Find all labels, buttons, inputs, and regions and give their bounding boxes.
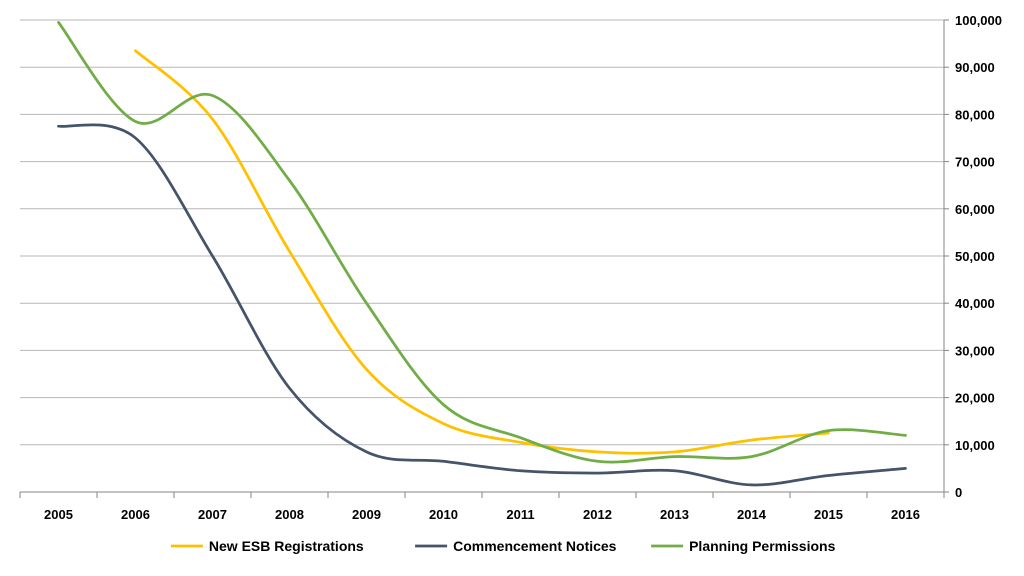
- legend: New ESB Registrations Commencement Notice…: [170, 538, 836, 554]
- y-tick-label: 50,000: [955, 249, 995, 264]
- legend-label: Commencement Notices: [453, 538, 617, 554]
- axes: [19, 19, 949, 498]
- series-line-3: [57, 21, 907, 464]
- y-tick-label: 40,000: [955, 296, 995, 311]
- y-tick-label: 60,000: [955, 202, 995, 217]
- x-tick-label: 2012: [583, 507, 612, 522]
- gridlines: [20, 19, 944, 446]
- x-tick-label: 2008: [275, 507, 304, 522]
- y-tick-label: 0: [955, 485, 962, 500]
- x-tick-label: 2016: [891, 507, 920, 522]
- x-tick-label: 2011: [506, 507, 534, 522]
- y-tick-label: 10,000: [955, 438, 995, 453]
- series-lines: [57, 21, 907, 487]
- y-tick-label: 90,000: [955, 60, 995, 75]
- x-tick-label: 2015: [814, 507, 843, 522]
- x-tick-label: 2005: [44, 507, 73, 522]
- x-tick-label: 2014: [737, 507, 767, 522]
- y-tick-label: 20,000: [955, 391, 995, 406]
- series-line-2: [57, 123, 907, 487]
- series-line-1: [134, 49, 830, 455]
- x-tick-label: 2013: [660, 507, 689, 522]
- legend-label: Planning Permissions: [689, 538, 835, 554]
- x-tick-label: 2007: [198, 507, 227, 522]
- x-tick-label: 2006: [121, 507, 150, 522]
- y-tick-label: 30,000: [955, 343, 995, 358]
- x-tick-label: 2010: [429, 507, 458, 522]
- legend-label: New ESB Registrations: [209, 538, 364, 554]
- tick-labels: 0 10,000 20,000 30,000 40,000 50,000 60,000 70,…: [44, 13, 1002, 522]
- x-tick-label: 2009: [352, 507, 381, 522]
- y-tick-label: 70,000: [955, 155, 995, 170]
- y-tick-label: 80,000: [955, 107, 995, 122]
- y-tick-label: 100,000: [955, 13, 1002, 28]
